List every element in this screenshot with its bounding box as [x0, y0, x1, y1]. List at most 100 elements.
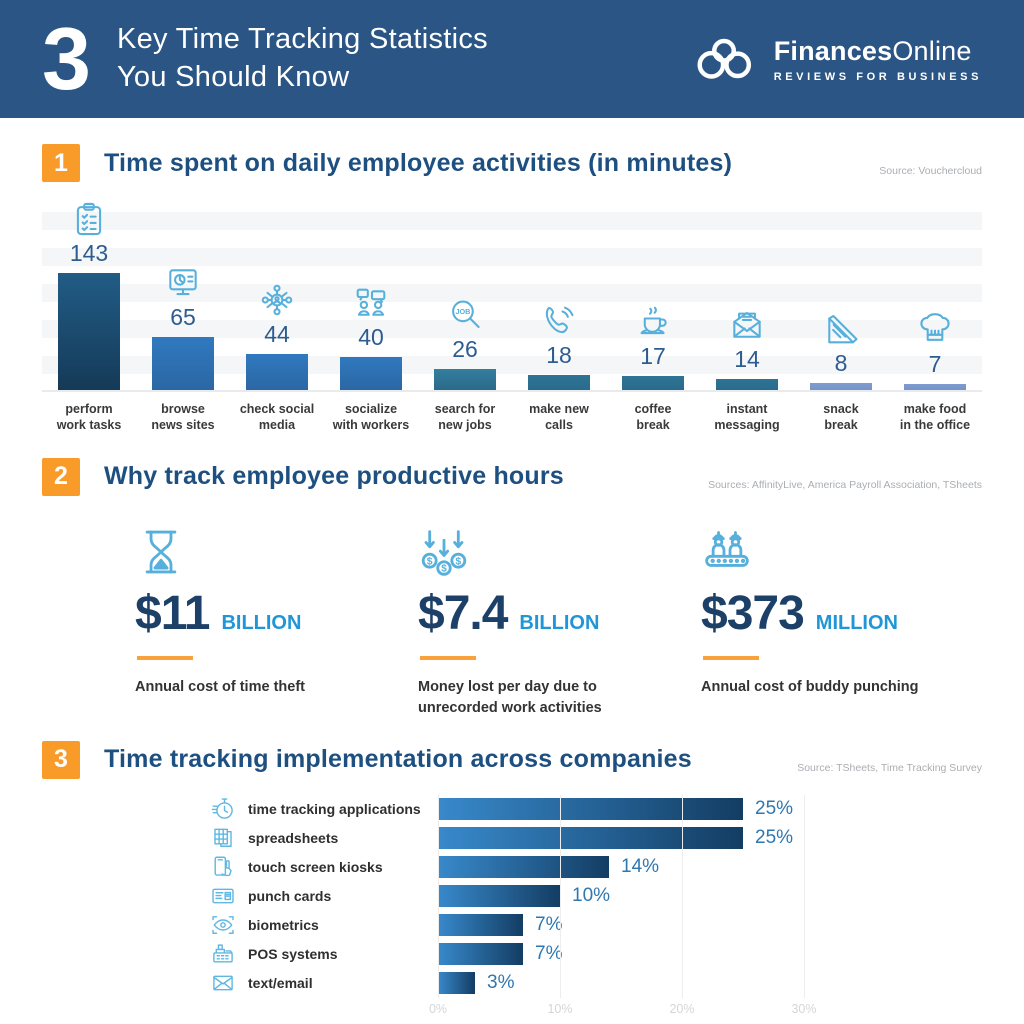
- stat-value: $373: [701, 586, 805, 640]
- clipboard-checklist-icon: [70, 200, 108, 238]
- stat-card: $373 MILLION Annual cost of buddy punching: [701, 526, 984, 719]
- stats-row: $11 BILLION Annual cost of time theft $ $ $ $7…: [135, 526, 982, 719]
- section3-header: 3 Time tracking implementation across co…: [0, 740, 1024, 779]
- chart1-column: 18: [512, 302, 606, 390]
- chart1-category-label: make food in the office: [899, 402, 971, 433]
- coffee-cup-icon: [634, 303, 672, 341]
- section3-source: Source: TSheets, Time Tracking Survey: [797, 761, 982, 774]
- chart1-column: 8: [794, 310, 888, 390]
- svg-text:$: $: [427, 556, 433, 567]
- chart1-value-label: 44: [264, 321, 290, 347]
- chart1-category-label: socialize with workers: [332, 402, 410, 433]
- chart3-value-label: 3%: [487, 972, 515, 994]
- stat-value-line: $11 BILLION: [135, 586, 418, 641]
- chart1-value-label: 26: [452, 336, 478, 362]
- chart1-category-label: perform work tasks: [56, 402, 122, 433]
- news-monitor-icon: [164, 264, 202, 302]
- stat-accent-rule: [137, 655, 193, 660]
- stat-accent-rule: [420, 655, 476, 660]
- job-search-icon: JOB: [446, 296, 484, 334]
- money-loss-icon: $ $ $: [418, 526, 470, 578]
- chart1-bar: [152, 337, 214, 390]
- chart1-column: 17: [606, 303, 700, 390]
- chart1-bar: [716, 379, 778, 390]
- chart3-row: punch cards 10%: [210, 882, 982, 911]
- stat-caption: Annual cost of time theft: [135, 678, 305, 695]
- chart1-bar: [434, 369, 496, 390]
- brand-tagline: REVIEWS FOR BUSINESS: [773, 70, 982, 83]
- stopwatch-icon: [210, 796, 236, 822]
- chart3-row: text/email 3%: [210, 969, 982, 998]
- page-title-line2: You Should Know: [116, 61, 350, 93]
- chart1-bar: [810, 383, 872, 390]
- hourglass-icon: [135, 526, 187, 578]
- chart3-axis-tick: 20%: [669, 1001, 695, 1016]
- svg-text:$: $: [441, 563, 447, 574]
- chart3-bar: [438, 798, 743, 821]
- chart3-bar: [438, 972, 475, 995]
- chart3-bar: [438, 856, 609, 879]
- brand-name-regular: Online: [892, 35, 972, 66]
- cloud-infinity-icon: [690, 34, 760, 84]
- phone-call-icon: [540, 302, 578, 340]
- section2-title: Why track employee productive hours: [104, 462, 564, 490]
- chart-daily-activities: 143 65 44 40 JOB 26 18 17 14 8 7 perform work tasks…: [42, 194, 982, 434]
- brand: FinancesOnline REVIEWS FOR BUSINESS: [690, 34, 982, 84]
- chart3-axis-tick: 30%: [791, 1001, 817, 1016]
- page-title: Key Time Tracking Statistics You Should …: [117, 21, 488, 96]
- chart1-column: 14: [700, 306, 794, 390]
- stat-caption: Annual cost of buddy punching: [701, 678, 919, 695]
- chart1-column: 143: [42, 200, 136, 390]
- brand-name: FinancesOnline: [774, 36, 982, 67]
- chart3-value-label: 25%: [755, 798, 794, 820]
- chart3-value-label: 25%: [755, 827, 794, 849]
- chart3-value-label: 7%: [535, 943, 563, 965]
- chart1-bar: [58, 273, 120, 390]
- stat-value-line: $373 MILLION: [701, 586, 984, 641]
- section2-source: Sources: AffinityLive, America Payroll A…: [708, 478, 982, 491]
- chart1-bar: [528, 375, 590, 390]
- stat-value: $7.4: [418, 586, 508, 640]
- chart1-category-labels: perform work tasks browse news sites check s…: [42, 401, 982, 434]
- section2-number-badge: 2: [42, 457, 80, 496]
- section1-header: 1 Time spent on daily employee activitie…: [0, 144, 1024, 182]
- chart-implementation: time tracking applications 25% spreadsheet…: [210, 794, 982, 1022]
- chart1-column: JOB 26: [418, 296, 512, 390]
- chart3-bar: [438, 827, 743, 850]
- chart1-column: 7: [888, 311, 982, 390]
- coworkers-chat-icon: [352, 284, 390, 322]
- chart3-rows: time tracking applications 25% spreadsheet…: [210, 795, 982, 998]
- chart1-category-label: instant messaging: [714, 402, 780, 433]
- chart3-category-label: time tracking applications: [248, 801, 421, 818]
- chart3-row: biometrics 7%: [210, 911, 982, 940]
- stat-unit: BILLION: [221, 611, 302, 634]
- page-title-line1: Key Time Tracking Statistics: [116, 23, 488, 56]
- chart3-axis-tick: 0%: [428, 1001, 448, 1016]
- open-envelope-icon: [728, 306, 766, 344]
- chart3-value-label: 7%: [535, 914, 563, 936]
- chef-hat-icon: [916, 311, 954, 349]
- biometrics-eye-icon: [210, 912, 236, 938]
- section1-source: Source: Vouchercloud: [879, 165, 982, 177]
- chart3-category-label: punch cards: [248, 888, 332, 905]
- pos-register-icon: [210, 941, 236, 967]
- chart3-category-label: spreadsheets: [248, 830, 339, 847]
- chart3-value-label: 14%: [621, 856, 660, 878]
- chart3-category-label: text/email: [248, 975, 313, 992]
- chart1-category-label: snack break: [823, 402, 859, 433]
- svg-text:JOB: JOB: [455, 307, 470, 316]
- chart1-plot-area: 143 65 44 40 JOB 26 18 17 14 8 7: [42, 194, 982, 392]
- chart3-axis-tick: 10%: [547, 1001, 573, 1016]
- stat-card: $11 BILLION Annual cost of time theft: [135, 526, 418, 719]
- chart1-value-label: 143: [69, 240, 109, 266]
- chart1-category-label: coffee break: [634, 402, 672, 433]
- chart1-column: 40: [324, 284, 418, 390]
- chart1-value-label: 18: [546, 342, 572, 368]
- chart1-bar: [622, 376, 684, 390]
- chart3-row: touch screen kiosks 14%: [210, 853, 982, 882]
- assembly-workers-icon: [701, 526, 753, 578]
- social-network-icon: [258, 281, 296, 319]
- sandwich-icon: [822, 310, 860, 348]
- stat-accent-rule: [703, 655, 759, 660]
- stat-unit: MILLION: [815, 611, 898, 634]
